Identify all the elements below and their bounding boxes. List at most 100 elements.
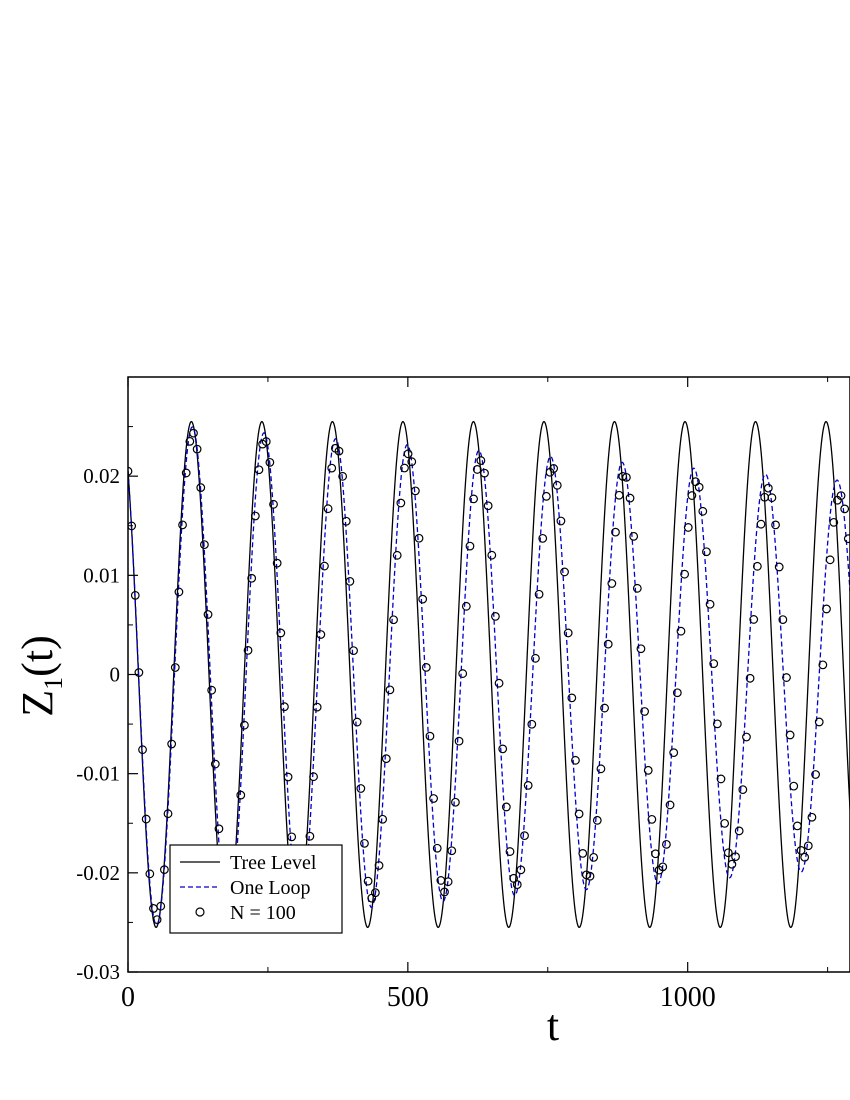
data-point	[341, 516, 351, 526]
data-point	[814, 717, 824, 727]
data-point	[749, 615, 759, 624]
data-point	[138, 745, 147, 755]
data-point	[152, 915, 162, 925]
data-point	[469, 494, 479, 504]
data-point	[338, 471, 348, 481]
y-tick-label: -0.01	[76, 762, 120, 786]
data-point	[240, 720, 249, 730]
series-line	[128, 426, 850, 926]
data-point	[389, 615, 398, 625]
data-point	[771, 520, 780, 530]
data-point	[480, 468, 489, 478]
data-point	[698, 506, 708, 516]
data-point	[207, 685, 217, 695]
data-point	[658, 862, 668, 872]
data-point	[702, 547, 711, 557]
data-point	[694, 482, 704, 492]
data-point	[538, 533, 548, 543]
data-point	[843, 534, 850, 544]
y-tick-label: 0.01	[83, 563, 120, 587]
data-point	[323, 504, 333, 514]
series-line	[128, 420, 850, 929]
data-point	[483, 501, 493, 511]
data-point	[552, 480, 562, 490]
y-tick-label: -0.03	[76, 960, 120, 984]
data-point	[589, 852, 599, 862]
data-point	[716, 774, 726, 784]
data-point	[745, 673, 755, 683]
legend: Tree Level One Loop N = 100	[169, 844, 343, 934]
data-point	[250, 511, 260, 521]
data-point	[541, 491, 551, 501]
data-point	[509, 873, 519, 883]
data-point	[534, 589, 544, 599]
data-point	[607, 579, 617, 588]
data-point	[320, 561, 329, 571]
data-point	[145, 869, 155, 879]
data-point	[283, 772, 293, 782]
data-point	[563, 628, 573, 638]
data-point	[265, 457, 275, 467]
data-point	[818, 660, 828, 670]
data-point	[523, 781, 533, 790]
data-point	[807, 812, 817, 822]
data-point	[651, 849, 660, 859]
data-point	[403, 449, 413, 459]
data-point	[647, 814, 657, 824]
data-point	[567, 693, 577, 703]
data-point	[571, 755, 580, 765]
data-point	[720, 818, 730, 828]
data-point	[167, 739, 177, 749]
data-point	[742, 732, 751, 742]
x-tick-label: 0	[121, 982, 135, 1013]
data-point	[738, 785, 748, 795]
data-point	[574, 809, 584, 819]
data-point	[487, 550, 497, 560]
data-point	[596, 764, 606, 774]
series-n-100	[128, 428, 850, 925]
data-point	[128, 521, 137, 531]
data-point	[407, 457, 417, 467]
data-point	[421, 663, 431, 672]
data-point	[280, 702, 289, 712]
legend-label-tree-level: Tree Level	[230, 852, 317, 874]
data-point	[687, 491, 697, 500]
data-point	[734, 826, 744, 836]
data-point	[520, 831, 529, 841]
data-point	[672, 688, 682, 698]
data-point	[782, 673, 791, 682]
data-point	[829, 517, 839, 527]
data-point	[254, 465, 264, 475]
data-point	[170, 663, 180, 672]
y-axis-title-suffix: (t)	[13, 635, 62, 677]
data-point	[643, 765, 653, 775]
data-point	[309, 772, 318, 782]
data-point	[709, 659, 719, 669]
svg-text:Z1(t): Z1(t)	[13, 635, 68, 716]
data-point	[385, 685, 395, 695]
x-tick-label: 1000	[660, 982, 716, 1013]
data-point	[603, 639, 613, 649]
data-point	[683, 523, 693, 532]
data-point	[840, 504, 850, 514]
data-point	[381, 754, 391, 764]
data-point	[363, 876, 373, 886]
data-point	[356, 784, 366, 793]
data-point	[163, 809, 173, 819]
data-point	[636, 644, 646, 654]
data-point	[334, 446, 344, 456]
data-point	[501, 802, 511, 812]
data-point	[345, 576, 355, 586]
data-point	[236, 790, 246, 800]
data-point	[836, 491, 846, 501]
data-point	[429, 794, 438, 803]
data-point	[516, 865, 526, 875]
data-point	[676, 626, 686, 636]
data-point	[349, 646, 358, 656]
data-point	[192, 444, 202, 454]
data-point	[472, 465, 482, 474]
data-point	[789, 781, 799, 791]
data-point	[705, 599, 715, 609]
data-point	[261, 437, 271, 446]
data-point	[665, 800, 675, 810]
